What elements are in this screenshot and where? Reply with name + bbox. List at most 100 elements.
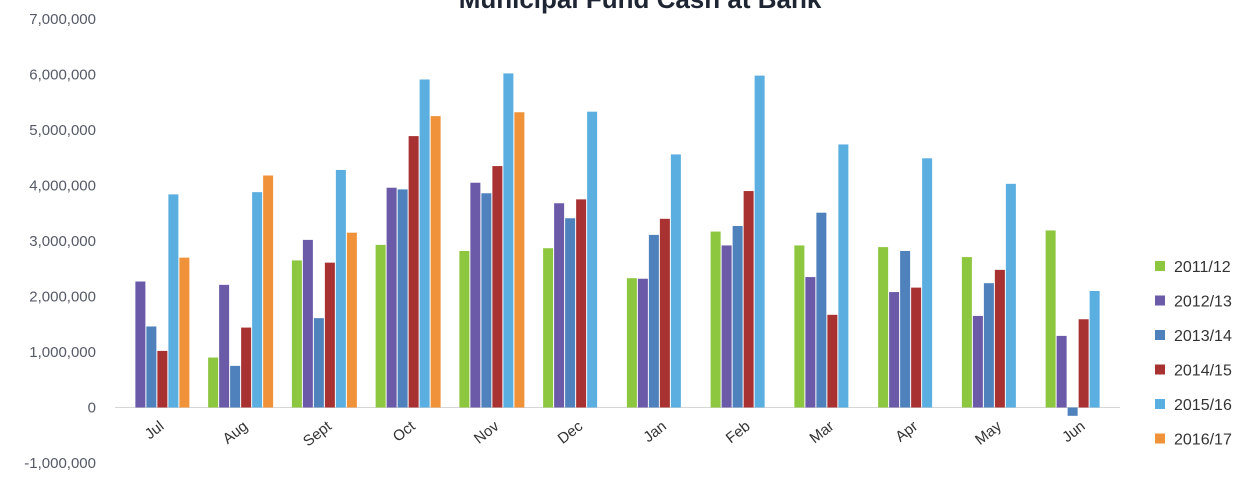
- legend: 2011/12 2012/13 2013/14 2014/15 2015/16 2016/…: [1155, 259, 1232, 449]
- legend-label: 2013/14: [1174, 328, 1232, 345]
- bar-feb-2014-15: [743, 191, 754, 408]
- x-tick-label: Jul: [142, 418, 168, 443]
- bar-apr-2012-13: [889, 292, 900, 408]
- legend-swatch: [1155, 295, 1165, 306]
- bar-jun-2012-13: [1056, 335, 1067, 408]
- bars-layer: [135, 73, 1100, 416]
- bar-jun-2015-16: [1089, 290, 1100, 408]
- bar-nov-2013-14: [481, 193, 492, 408]
- x-tick-label: Apr: [892, 418, 921, 446]
- legend-label: 2014/15: [1174, 363, 1232, 380]
- bar-may-2013-14: [983, 283, 994, 408]
- bar-may-2011-12: [961, 257, 972, 408]
- x-tick-label: Nov: [471, 417, 503, 447]
- bar-may-2014-15: [994, 269, 1005, 408]
- bar-may-2012-13: [972, 315, 983, 408]
- bar-apr-2014-15: [911, 287, 922, 408]
- y-tick-label: 1,000,000: [29, 344, 96, 361]
- bar-jul-2014-15: [157, 350, 168, 408]
- x-tick-label: Mar: [807, 418, 838, 447]
- bar-oct-2016-17: [430, 116, 441, 408]
- bar-jan-2012-13: [637, 278, 648, 408]
- legend-label: 2015/16: [1174, 397, 1232, 414]
- bar-oct-2015-16: [419, 79, 430, 408]
- bar-apr-2015-16: [922, 158, 933, 408]
- y-tick-label: 0: [88, 400, 96, 417]
- bar-sept-2016-17: [346, 232, 357, 408]
- bar-jan-2013-14: [648, 234, 659, 408]
- bar-mar-2013-14: [816, 212, 827, 408]
- y-tick-label: 4,000,000: [29, 178, 96, 195]
- bar-may-2015-16: [1005, 183, 1016, 408]
- x-tick-label: May: [972, 417, 1005, 448]
- bar-jul-2015-16: [168, 194, 179, 408]
- bar-nov-2015-16: [503, 73, 514, 408]
- bar-dec-2013-14: [565, 218, 576, 408]
- bar-nov-2012-13: [470, 182, 481, 408]
- bar-feb-2015-16: [754, 75, 765, 408]
- y-tick-label: 2,000,000: [29, 289, 96, 306]
- y-tick-label: 7,000,000: [29, 11, 96, 28]
- x-tick-label: Jun: [1059, 418, 1089, 446]
- bar-aug-2016-17: [263, 175, 274, 408]
- bar-aug-2014-15: [241, 327, 252, 408]
- bar-dec-2012-13: [554, 203, 565, 408]
- legend-swatch: [1155, 364, 1165, 375]
- legend-label: 2011/12: [1174, 259, 1231, 276]
- bar-oct-2014-15: [408, 136, 419, 408]
- y-tick-label: -1,000,000: [24, 455, 96, 472]
- x-tick-label: Oct: [390, 417, 420, 445]
- x-tick-label: Sept: [300, 417, 335, 450]
- bar-feb-2011-12: [710, 231, 721, 408]
- legend-swatch: [1155, 330, 1165, 340]
- x-tick-label: Dec: [555, 417, 587, 447]
- bar-apr-2011-12: [878, 247, 889, 408]
- bar-jun-2011-12: [1045, 230, 1056, 408]
- bar-aug-2012-13: [219, 284, 230, 408]
- legend-label: 2012/13: [1174, 294, 1232, 311]
- bar-sept-2014-15: [324, 262, 335, 408]
- legend-swatch: [1155, 261, 1165, 271]
- bar-mar-2014-15: [827, 314, 838, 408]
- bar-feb-2012-13: [721, 245, 732, 408]
- bar-dec-2011-12: [543, 248, 554, 408]
- y-tick-label: 3,000,000: [29, 233, 96, 250]
- bar-jan-2015-16: [670, 154, 681, 408]
- bar-sept-2013-14: [313, 318, 324, 408]
- bar-nov-2014-15: [492, 166, 503, 408]
- bar-oct-2012-13: [386, 187, 397, 408]
- bar-mar-2015-16: [838, 144, 849, 408]
- bar-jan-2014-15: [659, 218, 670, 408]
- y-tick-label: 5,000,000: [29, 122, 96, 139]
- legend-swatch: [1155, 399, 1165, 409]
- bar-oct-2013-14: [397, 189, 408, 408]
- y-tick-label: 6,000,000: [29, 67, 96, 84]
- bar-apr-2013-14: [900, 250, 911, 408]
- bar-jul-2012-13: [135, 281, 146, 408]
- x-tick-label: Feb: [723, 418, 754, 447]
- bar-aug-2011-12: [208, 357, 219, 408]
- bar-nov-2011-12: [459, 250, 470, 408]
- bar-sept-2015-16: [335, 169, 346, 408]
- chart-title: Municipal Fund Cash at Bank: [459, 0, 822, 14]
- bar-jun-2014-15: [1078, 319, 1089, 408]
- bar-sept-2011-12: [291, 260, 302, 408]
- bar-aug-2015-16: [252, 192, 263, 408]
- bar-jun-2013-14: [1067, 407, 1078, 416]
- legend-label: 2016/17: [1174, 432, 1232, 449]
- legend-swatch: [1155, 433, 1165, 444]
- bar-nov-2016-17: [514, 112, 525, 408]
- bar-feb-2013-14: [732, 226, 743, 408]
- bar-mar-2012-13: [805, 277, 816, 408]
- bar-sept-2012-13: [302, 239, 313, 408]
- x-tick-label: Jan: [640, 418, 670, 446]
- bar-mar-2011-12: [794, 245, 805, 408]
- bar-dec-2014-15: [576, 199, 587, 408]
- bar-jul-2016-17: [179, 257, 190, 408]
- bar-dec-2015-16: [587, 111, 598, 408]
- bar-oct-2011-12: [375, 244, 386, 408]
- x-tick-label: Aug: [220, 418, 252, 448]
- bar-aug-2013-14: [230, 365, 241, 408]
